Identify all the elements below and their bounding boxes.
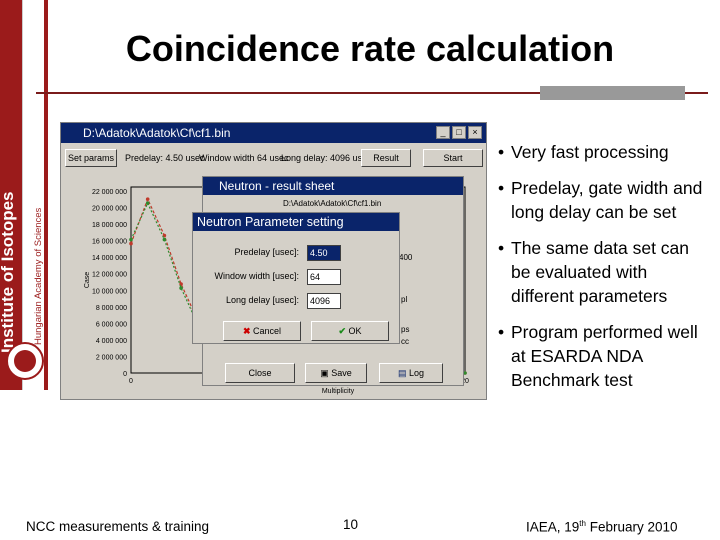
result-value-4: cc xyxy=(401,337,409,346)
result-sheet-path: D:\Adatok\Adatok\Cf\cf1.bin xyxy=(283,199,382,208)
x-tick-label: 0 xyxy=(129,378,133,385)
data-point xyxy=(463,371,467,375)
data-point xyxy=(145,197,150,201)
academy-name: Hungarian Academy of Sciences xyxy=(33,207,44,345)
result-sheet-title: Neutron - result sheet xyxy=(203,177,463,195)
long-delay-label: Long delay [usec]: xyxy=(225,295,299,305)
institute-name: Institute of Isotopes xyxy=(0,191,17,354)
footer-right: IAEA, 19th February 2010 xyxy=(526,519,678,535)
y-tick-label: 4 000 000 xyxy=(96,338,127,345)
parameter-dialog-title: Neutron Parameter setting xyxy=(193,213,399,231)
y-tick-label: 10 000 000 xyxy=(92,288,127,295)
y-tick-label: 14 000 000 xyxy=(92,255,127,262)
window-width-label: Window width [usec]: xyxy=(214,271,299,281)
result-button[interactable]: Result xyxy=(361,149,411,167)
app-window-title: D:\Adatok\Adatok\Cf\cf1.bin xyxy=(61,123,486,143)
y-tick-label: 16 000 000 xyxy=(92,239,127,246)
y-axis-label: Case xyxy=(84,272,91,288)
bullet-item: The same data set can be evaluated with … xyxy=(498,236,713,308)
cancel-label: Cancel xyxy=(253,326,282,336)
y-tick-label: 22 000 000 xyxy=(92,189,127,196)
footer-left: NCC measurements & training xyxy=(26,519,210,534)
parameter-setting-dialog: Neutron Parameter setting Predelay [usec… xyxy=(192,212,400,344)
long-delay-input[interactable]: 4096 xyxy=(307,293,341,309)
data-point xyxy=(162,237,167,242)
y-tick-label: 8 000 000 xyxy=(96,305,127,312)
predelay-label: Predelay [usec]: xyxy=(234,247,299,257)
set-params-button[interactable]: Set params xyxy=(65,149,117,167)
save-label: Save xyxy=(331,368,352,378)
bullet-item: Very fast processing xyxy=(498,140,713,164)
window-width-input[interactable]: 64 xyxy=(307,269,341,285)
close-icon[interactable]: × xyxy=(468,126,482,139)
bullet-item: Predelay, gate width and long delay can … xyxy=(498,176,713,224)
result-value-1: 400 xyxy=(399,253,413,262)
slide-title: Coincidence rate calculation xyxy=(125,28,615,69)
result-value-2: pl xyxy=(401,295,408,304)
start-button[interactable]: Start xyxy=(423,149,483,167)
institute-sidebar: Institute of Isotopes Hungarian Academy … xyxy=(0,0,48,390)
footer-date-suffix: February 2010 xyxy=(585,519,678,535)
close-button[interactable]: Close xyxy=(225,363,295,383)
check-icon: ✔ xyxy=(338,326,346,336)
page-number: 10 xyxy=(343,517,359,532)
x-tick-label: 20 xyxy=(461,378,469,385)
ok-button[interactable]: ✔ OK xyxy=(311,321,389,341)
institute-logo-icon xyxy=(6,342,44,380)
footer-date-prefix: IAEA, 19 xyxy=(526,519,580,535)
y-tick-label: 20 000 000 xyxy=(92,206,127,213)
x-axis-label: Multiplicity xyxy=(322,388,355,395)
log-button[interactable]: ▤ Log xyxy=(379,363,443,383)
floppy-icon: ▣ xyxy=(320,368,329,378)
data-point xyxy=(129,241,133,246)
app-toolbar: Set params Predelay: 4.50 usec Window wi… xyxy=(61,147,486,171)
y-tick-label: 12 000 000 xyxy=(92,272,127,279)
data-point xyxy=(145,201,150,205)
predelay-input[interactable]: 4.50 xyxy=(307,245,341,261)
title-divider xyxy=(36,92,708,94)
predelay-readout: Predelay: 4.50 usec xyxy=(125,153,205,163)
data-point xyxy=(129,237,133,242)
y-tick-label: 0 xyxy=(123,371,127,378)
y-tick-label: 6 000 000 xyxy=(96,321,127,328)
maximize-icon[interactable]: □ xyxy=(452,126,466,139)
window-width-readout: Window width 64 usec xyxy=(199,153,289,163)
log-label: Log xyxy=(409,368,425,378)
y-tick-label: 2 000 000 xyxy=(96,354,127,361)
long-delay-readout: Long delay: 4096 usec xyxy=(281,153,372,163)
log-icon: ▤ xyxy=(397,368,407,378)
ok-label: OK xyxy=(348,326,362,336)
decorative-block xyxy=(540,86,685,100)
cancel-icon: ✖ xyxy=(242,326,251,336)
window-controls: _ □ × xyxy=(436,126,482,139)
sidebar-inner-strip: Hungarian Academy of Sciences xyxy=(22,0,44,390)
data-point xyxy=(179,286,183,290)
save-button[interactable]: ▣ Save xyxy=(305,363,367,383)
y-tick-label: 18 000 000 xyxy=(92,222,127,229)
footer-date-sup: th xyxy=(579,519,586,528)
bullet-list: Very fast processing Predelay, gate widt… xyxy=(498,140,713,404)
minimize-icon[interactable]: _ xyxy=(436,126,450,139)
bullet-item: Program performed well at ESARDA NDA Ben… xyxy=(498,320,713,392)
result-value-3: ps xyxy=(401,325,410,334)
cancel-button[interactable]: ✖ Cancel xyxy=(223,321,301,341)
